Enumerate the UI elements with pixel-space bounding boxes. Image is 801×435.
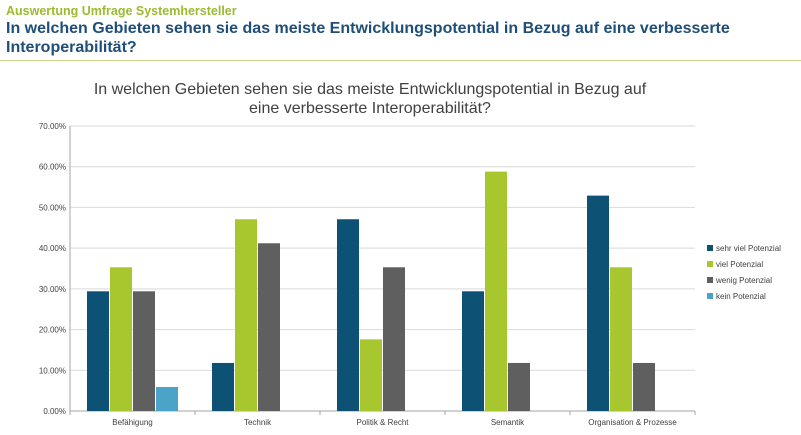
legend-swatch xyxy=(707,292,713,299)
legend-swatch xyxy=(707,276,713,283)
legend-label: wenig Potenzial xyxy=(716,276,773,285)
y-tick-label: 30.00% xyxy=(39,285,66,294)
y-tick-label: 60.00% xyxy=(39,163,66,172)
chart-title: In welchen Gebieten sehen sie das meiste… xyxy=(93,81,647,117)
x-tick-label: Semantik xyxy=(491,418,525,427)
y-tick-label: 70.00% xyxy=(39,122,66,131)
slide-title: In welchen Gebieten sehen sie das meiste… xyxy=(6,20,730,56)
legend-swatch xyxy=(707,244,713,251)
legend-item: sehr viel Potenzial xyxy=(707,243,781,255)
legend-item: viel Potenzial xyxy=(707,259,763,271)
x-tick-label: Befähigung xyxy=(112,418,152,427)
legend-label: kein Potenzial xyxy=(716,292,766,301)
y-tick-label: 10.00% xyxy=(39,366,66,375)
bar xyxy=(610,267,632,411)
y-tick-label: 40.00% xyxy=(39,244,66,253)
bar xyxy=(360,339,382,411)
x-tick-label: Politik & Recht xyxy=(356,418,409,427)
bar xyxy=(462,291,484,411)
bar xyxy=(633,362,655,411)
bar xyxy=(235,219,257,411)
bar xyxy=(133,291,155,411)
bar xyxy=(87,291,109,411)
bar xyxy=(485,171,507,411)
x-tick-label: Technik xyxy=(244,418,272,427)
legend-swatch xyxy=(707,260,713,267)
x-tick-label: Organisation & Prozesse xyxy=(588,418,677,427)
bar xyxy=(212,362,234,411)
y-tick-label: 0.00% xyxy=(43,407,66,416)
bar xyxy=(337,219,359,411)
legend-label: viel Potenzial xyxy=(716,260,764,269)
title-divider xyxy=(0,60,801,61)
legend-item: wenig Potenzial xyxy=(707,275,772,287)
slide-subtitle: Auswertung Umfrage Systemhersteller xyxy=(6,4,237,18)
bar xyxy=(258,243,280,411)
bar xyxy=(587,195,609,411)
legend-item: kein Potenzial xyxy=(707,291,766,303)
y-tick-label: 20.00% xyxy=(39,326,66,335)
y-tick-label: 50.00% xyxy=(39,203,66,212)
bar xyxy=(383,267,405,411)
legend-label: sehr viel Potenzial xyxy=(716,244,781,253)
bar xyxy=(156,386,178,411)
bar xyxy=(508,362,530,411)
bar xyxy=(110,267,132,411)
